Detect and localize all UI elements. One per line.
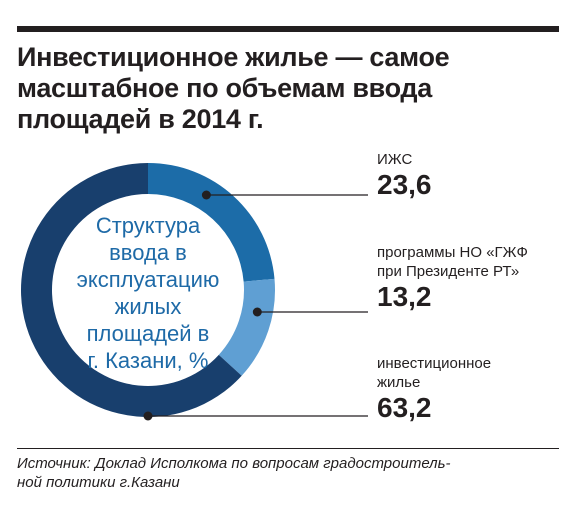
headline-line-1: Инвестиционное жилье — самое	[17, 42, 450, 72]
center-title-line-1: Структура	[95, 213, 201, 238]
center-title-line-4: жилых	[114, 294, 182, 319]
donut-center-title: Структура ввода в эксплуатацию жилых пло…	[58, 212, 238, 374]
donut-slice-gzhf	[218, 278, 275, 376]
headline-line-2: масштабное по объемам ввода	[17, 73, 432, 103]
center-title-line-5: площадей в	[86, 321, 210, 346]
chart-area: Структура ввода в эксплуатацию жилых пло…	[0, 140, 575, 440]
source-line-1: Источник: Доклад Исполкома по вопросам г…	[17, 455, 451, 472]
slice-label-gzhf: программы НО «ГЖФ при Президенте РТ» 13,…	[377, 243, 528, 313]
center-title-line-6: г. Казани, %	[87, 348, 209, 373]
slice-value-izhs: 23,6	[377, 169, 432, 200]
top-rule	[17, 26, 559, 32]
source-line-2: ной политики г.Казани	[17, 474, 180, 491]
slice-name-gzhf-line-1: программы НО «ГЖФ	[377, 244, 528, 261]
donut-chart	[20, 163, 368, 421]
source-note: Источник: Доклад Исполкома по вопросам г…	[17, 454, 562, 492]
slice-name-investment-line-2: жилье	[377, 374, 421, 391]
center-title-line-3: эксплуатацию	[76, 267, 220, 292]
donut-slice-izhs	[148, 163, 275, 282]
center-title-line-2: ввода в	[109, 240, 187, 265]
slice-name-investment-line-1: инвестиционное	[377, 355, 492, 372]
slice-label-izhs: ИЖС 23,6	[377, 150, 432, 201]
slice-label-investment: инвестиционное жилье 63,2	[377, 354, 491, 424]
headline-line-3: площадей в 2014 г.	[17, 104, 264, 134]
donut-slice-investment	[20, 163, 242, 418]
slice-name-gzhf-line-2: при Президенте РТ»	[377, 263, 520, 280]
chart-headline: Инвестиционное жилье — самое масштабное …	[17, 42, 562, 135]
source-rule	[17, 448, 559, 449]
slice-value-gzhf: 13,2	[377, 281, 432, 312]
slice-value-investment: 63,2	[377, 392, 432, 423]
slice-name-izhs: ИЖС	[377, 151, 413, 168]
